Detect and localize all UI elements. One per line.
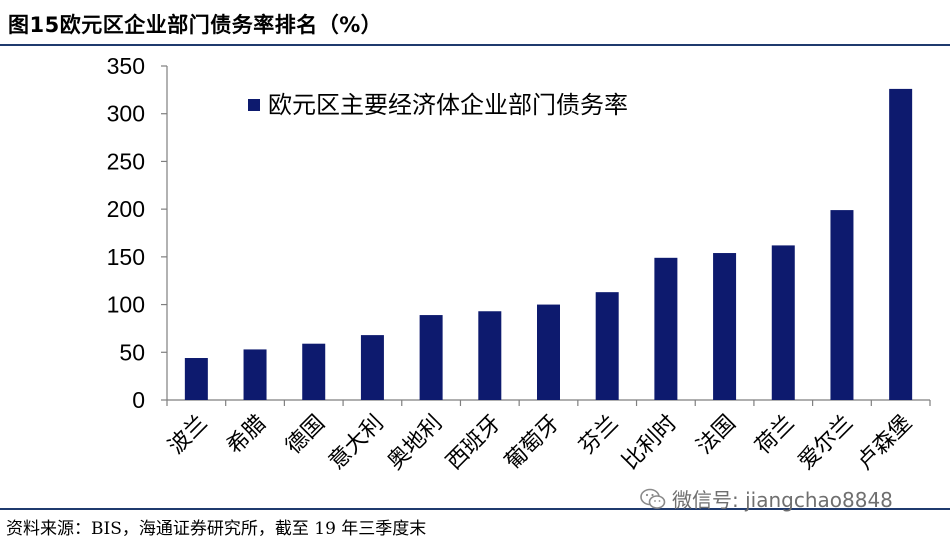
y-tick-label: 100 (107, 292, 145, 318)
footer-divider (0, 508, 950, 510)
chart-title: 图15欧元区企业部门债务率排名（%） (8, 13, 383, 37)
watermark: 微信号: jiangchao8848 (640, 484, 893, 513)
bar (654, 257, 678, 400)
bar (713, 253, 737, 400)
x-tick-label: 奥地利 (383, 411, 447, 475)
x-tick-label: 波兰 (164, 411, 213, 460)
bar (184, 358, 208, 400)
x-tick-label: 葡萄牙 (500, 411, 564, 475)
title-bar: 图15欧元区企业部门债务率排名（%） (0, 0, 950, 46)
x-tick-label: 芬兰 (575, 411, 624, 460)
legend-swatch (248, 99, 260, 111)
y-tick-label: 200 (107, 196, 145, 222)
y-tick-label: 0 (132, 387, 145, 413)
bar (478, 311, 502, 400)
x-tick-label: 荷兰 (751, 411, 800, 460)
bar (243, 349, 267, 400)
bar (595, 292, 619, 400)
bar (419, 315, 443, 400)
source-note: 资料来源：BIS，海通证券研究所，截至 19 年三季度末 (6, 519, 427, 539)
wechat-icon (640, 488, 666, 509)
bar (771, 245, 795, 400)
x-tick-label: 西班牙 (442, 411, 506, 475)
x-tick-label: 比利时 (618, 411, 682, 475)
bar (302, 343, 326, 400)
y-tick-label: 350 (107, 53, 145, 79)
y-tick-label: 250 (107, 148, 145, 174)
bar (537, 304, 560, 400)
legend-label: 欧元区主要经济体企业部门债务率 (268, 91, 628, 119)
bar (830, 210, 854, 400)
x-tick-label: 德国 (281, 411, 330, 460)
x-tick-label: 希腊 (222, 411, 271, 460)
bar (889, 88, 913, 400)
y-tick-label: 150 (107, 244, 145, 270)
watermark-text: 微信号: jiangchao8848 (672, 488, 893, 512)
y-tick-label: 300 (107, 101, 145, 127)
x-tick-label: 意大利 (324, 411, 388, 475)
bar (360, 335, 384, 400)
x-tick-label: 爱尔兰 (794, 411, 858, 475)
y-tick-label: 50 (119, 339, 145, 365)
x-tick-label: 法国 (692, 411, 741, 460)
x-tick-label: 卢森堡 (853, 411, 917, 475)
